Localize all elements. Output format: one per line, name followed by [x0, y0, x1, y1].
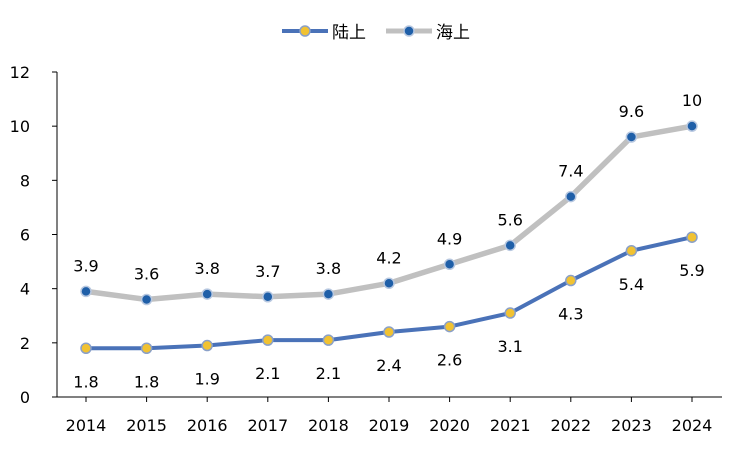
data-point-onshore — [686, 231, 698, 243]
data-label-onshore: 3.1 — [497, 337, 522, 356]
data-label-onshore: 4.3 — [558, 305, 583, 324]
data-label-onshore: 1.8 — [73, 372, 98, 391]
data-point-onshore — [625, 245, 638, 257]
data-point-onshore — [383, 326, 395, 338]
data-point-onshore — [565, 274, 577, 287]
y-tick-label: 4 — [20, 280, 30, 299]
data-label-offshore: 3.9 — [73, 256, 98, 275]
x-tick-label: 2014 — [66, 416, 107, 435]
data-point-offshore — [140, 293, 153, 306]
legend-item-onshore: 陆上 — [280, 18, 366, 43]
x-tick-label: 2020 — [429, 416, 470, 435]
data-label-offshore: 3.6 — [134, 265, 159, 284]
x-tick-label: 2022 — [550, 416, 591, 435]
y-tick-label: 0 — [20, 388, 30, 407]
data-label-offshore: 3.8 — [194, 259, 219, 278]
y-tick-label: 6 — [20, 226, 30, 245]
data-point-offshore — [262, 291, 274, 303]
data-label-onshore: 2.6 — [437, 351, 462, 370]
data-label-offshore: 4.9 — [437, 229, 462, 248]
data-label-offshore: 10 — [682, 91, 702, 110]
data-point-offshore — [201, 288, 213, 300]
x-tick-label: 2024 — [672, 416, 713, 435]
data-point-offshore — [565, 190, 577, 203]
data-label-onshore: 5.9 — [679, 261, 704, 280]
legend-swatch-onshore — [282, 24, 328, 37]
x-tick-label: 2023 — [611, 416, 652, 435]
data-point-onshore — [140, 342, 153, 354]
legend-swatch-offshore — [386, 24, 432, 37]
data-label-onshore: 1.8 — [134, 372, 159, 391]
data-label-offshore: 3.7 — [255, 262, 280, 281]
data-point-onshore — [504, 307, 516, 319]
x-tick-label: 2017 — [247, 416, 288, 435]
data-point-onshore — [262, 334, 274, 346]
data-label-offshore: 3.8 — [316, 259, 341, 278]
legend: 陆上 海上 — [0, 18, 750, 43]
data-label-onshore: 2.1 — [316, 364, 341, 383]
y-tick-label: 8 — [20, 171, 30, 190]
data-point-offshore — [443, 258, 456, 271]
data-point-onshore — [322, 334, 335, 346]
data-point-offshore — [625, 131, 638, 143]
legend-item-offshore: 海上 — [384, 18, 470, 43]
data-label-onshore: 5.4 — [619, 275, 644, 294]
data-point-offshore — [686, 120, 698, 132]
x-tick-label: 2018 — [308, 416, 349, 435]
x-tick-label: 2015 — [126, 416, 167, 435]
data-point-offshore — [383, 277, 395, 289]
x-tick-label: 2021 — [490, 416, 531, 435]
data-label-onshore: 2.1 — [255, 364, 280, 383]
data-point-onshore — [80, 342, 92, 354]
x-tick-label: 2016 — [187, 416, 228, 435]
data-label-offshore: 7.4 — [558, 162, 583, 181]
data-label-offshore: 9.6 — [619, 102, 644, 121]
series-line-offshore — [83, 123, 695, 303]
data-label-offshore: 5.6 — [497, 210, 522, 229]
y-tick-label: 12 — [10, 63, 30, 82]
y-tick-label: 2 — [20, 334, 30, 353]
legend-label-offshore: 海上 — [436, 23, 470, 43]
y-tick-label: 10 — [10, 117, 30, 136]
data-point-onshore — [201, 339, 213, 352]
legend-label-onshore: 陆上 — [332, 23, 366, 43]
data-point-offshore — [322, 288, 335, 300]
data-label-onshore: 2.4 — [376, 356, 401, 375]
data-point-offshore — [80, 285, 92, 298]
data-label-onshore: 1.9 — [194, 370, 219, 389]
data-label-offshore: 4.2 — [376, 248, 401, 267]
data-point-onshore — [443, 320, 456, 333]
x-tick-label: 2019 — [369, 416, 410, 435]
data-point-offshore — [504, 239, 516, 252]
